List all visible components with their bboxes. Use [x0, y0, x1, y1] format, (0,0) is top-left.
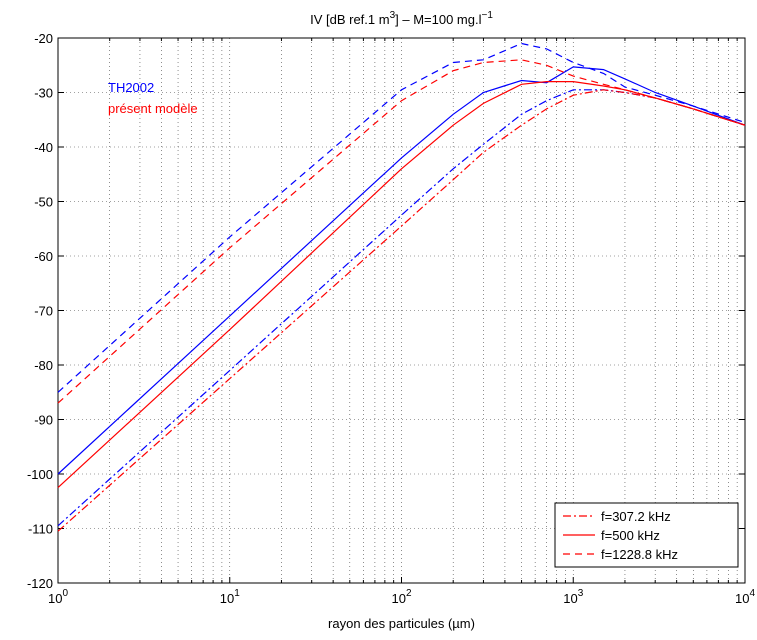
x-tick-label: 104 — [735, 588, 755, 606]
y-tick-label: -60 — [34, 249, 53, 264]
y-tick-label: -80 — [34, 358, 53, 373]
series-line — [57, 66, 746, 475]
chart-title: IV [dB ref.1 m3] – M=100 mg.l−1 — [310, 10, 493, 27]
x-axis-label: rayon des particules (µm) — [328, 616, 475, 631]
plot-frame — [57, 37, 746, 584]
y-tick-label: -50 — [34, 195, 53, 210]
legend-label: f=500 kHz — [601, 528, 660, 543]
y-tick-label: -40 — [34, 140, 53, 155]
y-tick-label: -110 — [28, 522, 53, 537]
x-tick-label: 100 — [48, 588, 68, 606]
annotation: présent modèle — [108, 101, 198, 116]
x-tick-label: 101 — [220, 588, 240, 606]
legend-label: f=307.2 kHz — [601, 509, 671, 524]
y-tick-label: -20 — [34, 31, 53, 46]
y-tick-label: -100 — [27, 467, 53, 482]
y-tick-label: -70 — [34, 304, 53, 319]
x-tick-label: 103 — [563, 588, 583, 606]
series-line — [57, 89, 746, 527]
y-tick-label: -30 — [34, 86, 53, 101]
series-line — [57, 42, 746, 393]
y-tick-label: -120 — [27, 576, 53, 591]
annotation: TH2002 — [108, 80, 154, 95]
series-line — [57, 59, 746, 404]
y-tick-label: -90 — [34, 413, 53, 428]
legend-label: f=1228.8 kHz — [601, 547, 678, 562]
x-tick-label: 102 — [391, 588, 411, 606]
